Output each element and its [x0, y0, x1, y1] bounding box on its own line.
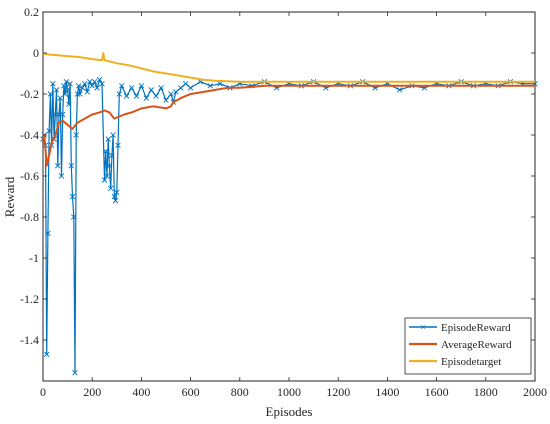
data-point-episode-reward [106, 163, 113, 169]
data-point-episode-reward [89, 83, 95, 89]
y-tick-label: -0.8 [20, 210, 39, 224]
data-point-episode-reward [148, 87, 154, 93]
data-point-episode-reward [96, 76, 103, 83]
y-tick-label: -0.6 [20, 169, 39, 183]
data-point-episode-reward [46, 128, 52, 134]
data-point-episode-reward [114, 189, 120, 196]
y-tick-label: -1.4 [20, 333, 39, 347]
y-tick-label: -1.2 [20, 292, 39, 306]
data-point-episode-reward [55, 163, 61, 169]
data-point-episode-reward [73, 132, 79, 138]
data-point-episode-reward [109, 152, 115, 159]
data-point-episode-reward [79, 85, 86, 91]
data-point-episode-reward [153, 93, 159, 99]
x-tick-label: 1200 [326, 385, 350, 399]
data-point-episode-reward [47, 91, 54, 97]
data-point-episode-reward [59, 111, 66, 118]
data-point-episode-reward [67, 81, 73, 87]
data-point-episode-reward [75, 83, 82, 89]
data-point-episode-reward [187, 85, 194, 91]
series-line-episodetarget [42, 52, 535, 83]
x-tick-label: 600 [182, 385, 200, 399]
data-point-episode-reward [158, 85, 164, 91]
x-tick-label: 0 [40, 385, 46, 399]
data-point-episode-reward [107, 185, 114, 192]
data-point-episode-reward [74, 91, 81, 97]
y-tick-label: 0 [33, 46, 39, 60]
x-tick-label: 1600 [425, 385, 449, 399]
y-tick-label: 0.2 [24, 5, 39, 19]
data-point-episode-reward [168, 91, 174, 97]
data-point-episode-reward [116, 91, 122, 97]
data-point-episode-reward [87, 78, 93, 85]
data-point-episode-reward [143, 95, 150, 101]
x-tick-label: 800 [231, 385, 249, 399]
legend: × EpisodeReward AverageReward Episodetar… [404, 317, 532, 375]
data-point-episode-reward [43, 351, 50, 358]
y-tick-label: -0.2 [20, 87, 39, 101]
series-layer [40, 52, 538, 376]
data-point-episode-reward [69, 193, 76, 200]
data-point-episode-reward [82, 81, 88, 87]
data-point-episode-reward [50, 81, 56, 87]
x-tick-label: 200 [83, 385, 101, 399]
data-point-episode-reward [104, 173, 110, 179]
data-point-episode-reward [62, 91, 68, 97]
data-point-episode-reward [173, 89, 179, 95]
data-point-episode-reward [99, 81, 105, 87]
data-point-episode-reward [77, 91, 83, 97]
ticks-layer: 0 200 400 600 800 1000 1200 1400 1600 1800 2000 0.2… [20, 5, 547, 399]
legend-label-average-reward: AverageReward [441, 339, 512, 351]
data-point-episode-reward [91, 78, 98, 85]
data-point-episode-reward [128, 85, 135, 91]
data-point-episode-reward [110, 132, 116, 138]
data-point-episode-reward [64, 87, 71, 93]
data-point-episode-reward [396, 87, 403, 93]
data-point-episode-reward [112, 197, 119, 204]
data-point-episode-reward [123, 93, 130, 99]
data-point-episode-reward [105, 136, 111, 142]
data-point-episode-reward [94, 85, 100, 91]
data-point-episode-reward [45, 230, 51, 237]
x-tick-label: 2000 [523, 385, 547, 399]
data-point-episode-reward [115, 142, 121, 148]
data-point-episode-reward [68, 163, 75, 169]
data-point-episode-reward [163, 97, 169, 103]
series-line-episode-reward [42, 79, 535, 374]
x-axis-title: Episodes [266, 404, 313, 419]
data-point-episode-reward [207, 83, 213, 89]
x-tick-label: 1800 [474, 385, 498, 399]
x-tick-label: 400 [132, 385, 150, 399]
series-line-average-reward [42, 84, 535, 167]
data-point-episode-reward [178, 85, 184, 91]
data-point-episode-reward [58, 173, 65, 179]
data-point-episode-reward [63, 78, 70, 85]
data-point-episode-reward [133, 93, 140, 99]
x-tick-label: 1000 [277, 385, 301, 399]
data-point-episode-reward [111, 193, 118, 200]
data-point-episode-reward [217, 81, 223, 87]
data-point-episode-reward [72, 370, 78, 376]
legend-label-episode-reward: EpisodeReward [441, 322, 511, 334]
y-tick-label: -1 [29, 251, 39, 265]
data-point-episode-reward [103, 148, 109, 155]
data-point-episode-reward [101, 177, 108, 183]
x-tick-label: 1400 [375, 385, 399, 399]
legend-label-episode-target: Episodetarget [441, 356, 501, 368]
data-point-episode-reward [71, 214, 77, 220]
data-point-episode-reward [53, 87, 60, 93]
data-point-episode-reward [57, 95, 63, 101]
y-tick-label: -0.4 [20, 128, 39, 142]
data-point-episode-reward [182, 81, 189, 87]
data-point-episode-reward [84, 89, 90, 95]
data-point-episode-reward [66, 101, 72, 107]
data-point-episode-reward [138, 83, 145, 89]
y-axis-title: Reward [2, 176, 17, 217]
legend-marker-episode-reward: × [420, 323, 426, 334]
data-point-episode-reward [119, 83, 125, 89]
